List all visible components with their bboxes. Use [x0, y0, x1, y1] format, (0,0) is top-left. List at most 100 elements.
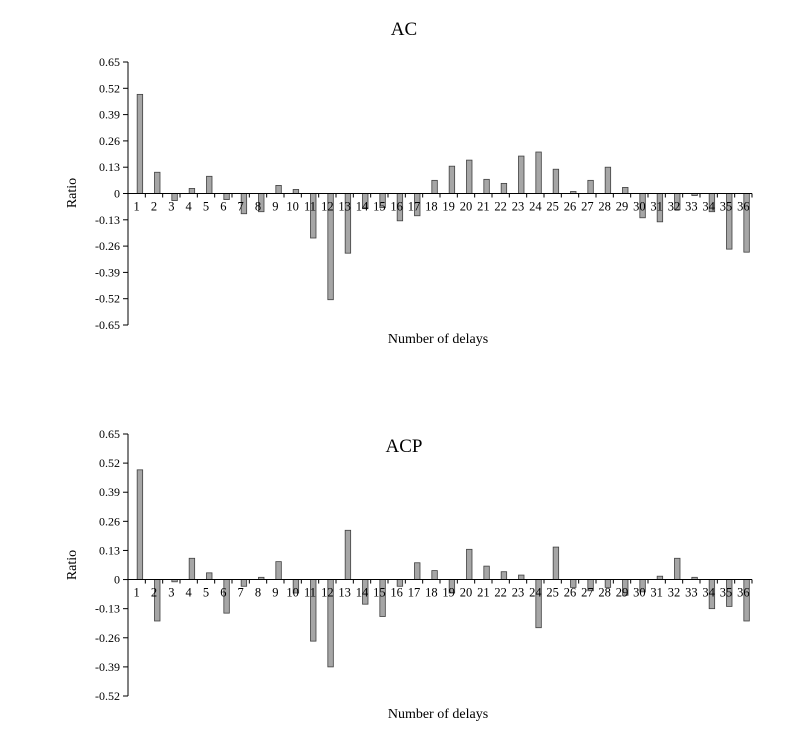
acp-y-tick-label: 0.52 [99, 456, 120, 470]
acp-y-ticks: 0.65 0.52 0.39 0.26 0.13 0 -0.13 -0.26 -0.39 -0.5… [95, 427, 128, 703]
acp-x-tick-label: 21 [477, 586, 490, 600]
acp-x-tick-label: 12 [321, 586, 334, 600]
acp-x-tick-label: 11 [304, 586, 316, 600]
ac-x-tick-label: 6 [220, 200, 226, 214]
ac-y-tick-label: 0.13 [99, 160, 120, 174]
acp-x-tick-label: 24 [529, 586, 542, 600]
acp-x-tick-label: 30 [633, 586, 646, 600]
ac-y-tick-label: 0.65 [99, 55, 120, 69]
ac-y-tick-label: -0.39 [95, 265, 120, 279]
acp-bar [414, 562, 421, 580]
ac-bar [188, 188, 196, 194]
acp-y-tick-label: 0 [114, 573, 120, 587]
ac-x-tick-label: 30 [633, 200, 646, 214]
ac-chart: AC Ratio Number of delays 0.650.520.390.… [65, 19, 753, 347]
acp-bar [552, 546, 560, 580]
acp-x-tick-label: 20 [460, 586, 473, 600]
acp-x-tick-label: 2 [151, 586, 157, 600]
ac-x-tick-label: 12 [321, 200, 334, 214]
ac-x-tick-label: 17 [408, 200, 421, 214]
ac-y-tick-label: 0 [114, 187, 120, 201]
acp-chart: ACP Ratio Number of delays 0.650.520.390… [65, 427, 753, 722]
ac-y-tick-label: 0.52 [99, 81, 120, 95]
acp-x-tick-label: 22 [494, 586, 507, 600]
acp-x-tick-label: 32 [668, 586, 681, 600]
ac-x-tick-label: 27 [581, 200, 594, 214]
acp-x-tick-label: 35 [720, 586, 733, 600]
acp-bar [344, 529, 352, 580]
acp-x-tick-label: 3 [168, 586, 174, 600]
ac-x-tick-label: 26 [564, 200, 577, 214]
ac-x-tick-label: 10 [286, 200, 299, 214]
acp-x-axis-title: Number of delays [388, 707, 488, 722]
ac-y-tick-label: 0.26 [99, 134, 120, 148]
acp-x-tick-label: 18 [425, 586, 438, 600]
ac-bar [622, 187, 629, 194]
acp-x-tick-label: 5 [203, 586, 209, 600]
ac-y-tick-label: -0.13 [95, 213, 120, 227]
ac-x-axis-title: Number of delays [388, 332, 488, 347]
acp-y-tick-label: 0.65 [99, 427, 120, 441]
ac-x-tick-label: 19 [442, 200, 455, 214]
ac-bar [206, 175, 213, 194]
ac-bar [518, 155, 525, 194]
acp-bar [136, 469, 144, 580]
ac-x-tick-label: 15 [373, 200, 386, 214]
acp-bar [500, 571, 508, 580]
ac-bar [292, 189, 300, 194]
ac-x-tick-label: 3 [168, 200, 174, 214]
ac-x-tick-label: 35 [720, 200, 733, 214]
ac-bar [604, 166, 612, 194]
ac-x-tick-label: 32 [668, 200, 681, 214]
acp-bar [206, 572, 213, 580]
acp-x-tick-label: 17 [408, 586, 421, 600]
ac-x-tick-label: 29 [616, 200, 629, 214]
ac-bar [154, 171, 161, 194]
acp-bar [674, 557, 681, 580]
ac-y-axis-title: Ratio [65, 178, 80, 208]
ac-bar [275, 185, 282, 194]
acp-x-tick-label: 27 [581, 586, 594, 600]
acp-x-tick-label: 6 [220, 586, 226, 600]
ac-bar [483, 178, 490, 194]
acp-x-tick-label: 19 [442, 586, 455, 600]
acp-x-tick-label: 7 [238, 586, 244, 600]
acp-y-axis-title: Ratio [65, 550, 80, 580]
acp-y-tick-label: 0.26 [99, 514, 120, 528]
ac-y-tick-label: -0.52 [95, 292, 120, 306]
acp-x-tick-label: 26 [564, 586, 577, 600]
ac-x-tick-label: 11 [304, 200, 316, 214]
ac-x-tick-label: 18 [425, 200, 438, 214]
acp-y-tick-label: -0.26 [95, 631, 120, 645]
acp-y-tick-label: -0.52 [95, 689, 120, 703]
ac-y-ticks: 0.65 0.52 0.39 0.26 0.13 0 -0.13 -0.26 -0.39 -0.5… [95, 55, 128, 332]
acp-x-tick-label: 23 [512, 586, 525, 600]
acp-y-tick-label: -0.39 [95, 660, 120, 674]
acp-chart-title: ACP [386, 436, 423, 457]
acp-bar [656, 575, 664, 580]
acp-bar [466, 548, 473, 580]
ac-x-tick-label: 4 [186, 200, 193, 214]
acp-x-tick-label: 16 [390, 586, 403, 600]
acp-bar [518, 574, 525, 580]
acp-x-tick-label: 8 [255, 586, 261, 600]
ac-x-tick-label: 21 [477, 200, 490, 214]
acp-x-tick-label: 34 [702, 586, 715, 600]
acp-x-tick-label: 36 [737, 586, 750, 600]
ac-x-tick-label: 8 [255, 200, 261, 214]
ac-x-tick-label: 1 [134, 200, 140, 214]
acp-x-tick-labels: 1 2 3 4 5 6 7 8 9 10 11 12 13 14 15 16 17 18 19 20 21 22 23 24 2… [134, 586, 750, 600]
acp-bar [431, 570, 438, 580]
ac-x-tick-label: 36 [737, 200, 750, 214]
ac-bar [552, 168, 560, 194]
ac-x-tick-label: 31 [650, 200, 663, 214]
ac-y-tick-label: -0.26 [95, 239, 120, 253]
ac-x-tick-label: 25 [546, 200, 559, 214]
ac-x-tick-label: 16 [390, 200, 403, 214]
ac-bar [535, 151, 542, 194]
ac-x-tick-label: 9 [272, 200, 278, 214]
ac-x-tick-label: 28 [598, 200, 611, 214]
ac-bar [500, 182, 508, 194]
ac-x-tick-label: 24 [529, 200, 542, 214]
